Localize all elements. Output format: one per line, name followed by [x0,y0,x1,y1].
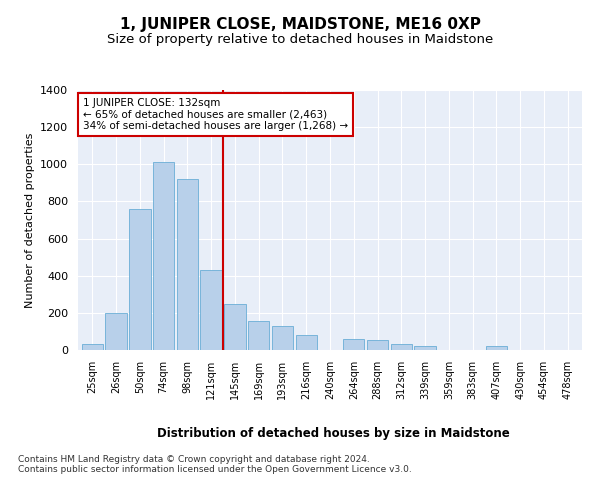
Bar [415,346,436,350]
Bar [296,335,317,350]
Bar [486,346,507,350]
Bar [200,270,222,350]
Text: Contains HM Land Registry data © Crown copyright and database right 2024.
Contai: Contains HM Land Registry data © Crown c… [18,455,412,474]
Text: Size of property relative to detached houses in Maidstone: Size of property relative to detached ho… [107,32,493,46]
Bar [129,209,151,350]
Bar [272,326,293,350]
Bar [367,340,388,350]
Bar [391,344,412,350]
Text: 1, JUNIPER CLOSE, MAIDSTONE, ME16 0XP: 1, JUNIPER CLOSE, MAIDSTONE, ME16 0XP [119,18,481,32]
Text: 1 JUNIPER CLOSE: 132sqm
← 65% of detached houses are smaller (2,463)
34% of semi: 1 JUNIPER CLOSE: 132sqm ← 65% of detache… [83,98,348,131]
Bar [153,162,174,350]
Bar [248,321,269,350]
Bar [224,304,245,350]
Y-axis label: Number of detached properties: Number of detached properties [25,132,35,308]
Bar [343,339,364,350]
Bar [106,313,127,350]
Text: Distribution of detached houses by size in Maidstone: Distribution of detached houses by size … [157,428,509,440]
Bar [176,179,198,350]
Bar [82,344,103,350]
